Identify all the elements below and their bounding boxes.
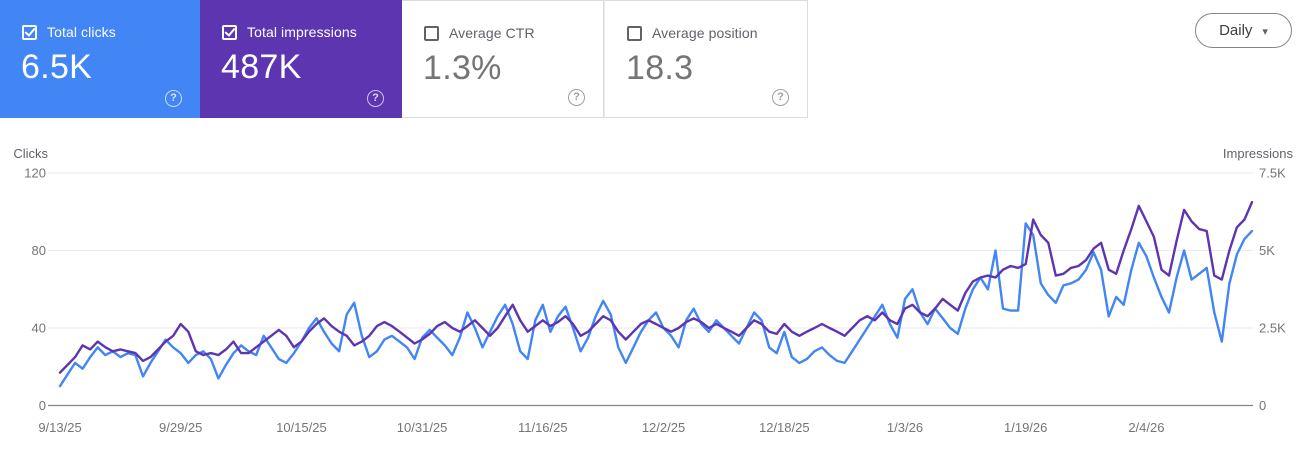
total-impressions-checkbox[interactable] [222,25,237,40]
help-icon[interactable]: ? [568,89,585,106]
left-axis-tick: 0 [39,398,46,413]
left-axis-title: Clicks [13,146,48,161]
left-axis-tick: 40 [32,321,46,336]
date-granularity-dropdown[interactable]: Daily ▾ [1195,13,1292,48]
metric-card-total-impressions[interactable]: Total impressions 487K ? [200,0,402,118]
metric-label: Average position [652,25,758,41]
x-axis-label: 2/4/26 [1128,420,1164,435]
average-ctr-checkbox[interactable] [424,26,439,41]
left-axis-tick: 80 [32,243,46,258]
metric-label: Total clicks [47,24,116,40]
metric-value: 18.3 [626,49,694,87]
x-axis-label: 9/13/25 [38,420,81,435]
x-axis-label: 12/18/25 [759,420,810,435]
total-clicks-checkbox[interactable] [22,25,37,40]
x-axis-label: 1/3/26 [887,420,923,435]
x-axis-label: 10/15/25 [276,420,327,435]
performance-line-chart: 0 40 80 120 0 2.5K 5K 7.5K 9/13/25 9/29/25 10/15/2… [13,146,1294,435]
right-axis-tick: 5K [1259,243,1275,258]
help-icon[interactable]: ? [772,89,789,106]
average-position-checkbox[interactable] [627,26,642,41]
right-axis-tick: 2.5K [1259,321,1286,336]
metric-value: 6.5K [21,48,93,86]
x-axis-label: 1/19/26 [1004,420,1047,435]
metric-card-average-position[interactable]: Average position 18.3 ? [604,0,808,118]
right-axis-tick: 7.5K [1259,166,1286,181]
metric-value: 487K [221,48,302,86]
date-granularity-value: Daily [1219,22,1253,39]
metric-label: Average CTR [449,25,535,41]
x-axis-label: 9/29/25 [159,420,202,435]
metric-card-average-ctr[interactable]: Average CTR 1.3% ? [402,0,604,118]
x-axis-label: 11/16/25 [518,420,568,435]
left-axis-tick: 120 [24,166,46,181]
metric-value: 1.3% [423,49,502,87]
clicks-line [58,222,1254,388]
impressions-line [58,200,1254,374]
help-icon[interactable]: ? [165,90,182,107]
right-axis-tick: 0 [1259,398,1266,413]
right-axis-title: Impressions [1223,146,1294,161]
metric-label: Total impressions [247,24,357,40]
help-icon[interactable]: ? [367,90,384,107]
x-axis-label: 12/2/25 [642,420,685,435]
x-axis-label: 10/31/25 [397,420,448,435]
metric-card-total-clicks[interactable]: Total clicks 6.5K ? [0,0,200,118]
chevron-down-icon: ▾ [1262,26,1268,38]
